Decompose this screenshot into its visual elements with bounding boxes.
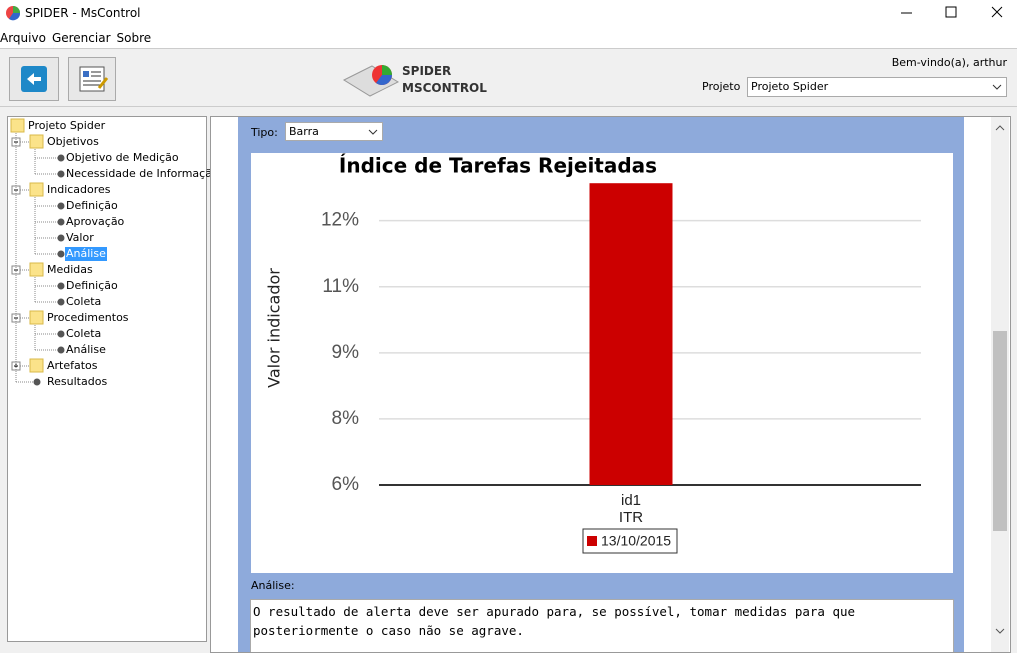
leaf-icon [57,154,65,162]
tree-item[interactable]: Resultados [47,375,108,388]
x-tick-label: ITR [619,509,643,526]
tree-item[interactable]: Definição [66,279,118,292]
tree-lines [10,118,65,386]
y-tick-label: 9% [332,342,360,363]
leaf-icon [57,330,65,338]
leaf-icon [33,378,41,386]
folder-icon [29,134,44,149]
app-icon [6,6,21,21]
bar [589,183,673,486]
logo-text: SPIDER [402,64,452,78]
x-tick-label: id1 [621,492,641,509]
welcome-text: Bem-vindo(a), arthur [891,56,1007,69]
leaf-icon [57,346,65,354]
folder-icon [29,358,44,373]
tree-item[interactable]: Artefatos [47,359,98,372]
y-tick-label: 6% [332,474,360,495]
folder-icon [29,182,44,197]
tree-item[interactable]: Análise [65,247,107,261]
folder-icon [29,262,44,277]
chart-container: Índice de Tarefas Rejeitadas Valor indic… [251,153,953,573]
tree-item[interactable]: Necessidade de Informação [66,167,219,180]
report-button[interactable] [68,57,116,101]
folder-icon [29,310,44,325]
menu-item[interactable]: Sobre [116,31,152,45]
tree-item[interactable]: Objetivo de Medição [66,151,179,164]
logo-icon [342,65,400,97]
analysis-text[interactable]: O resultado de alerta deve ser apurado p… [250,599,954,652]
project-value: Projeto Spider [751,80,829,93]
leaf-icon [57,250,65,258]
tree-panel: Projeto Spider Objetivos Objetivo de Mediç… [7,116,219,642]
leaf-icon [57,170,65,178]
menu-item[interactable]: Arquivo [0,31,46,45]
tipo-select[interactable]: Barra [285,122,383,141]
tree-item[interactable]: Aprovação [66,215,125,228]
toolbar: SPIDER MSCONTROL Bem-vindo(a), arthur Pr… [0,50,1017,107]
tree-item[interactable]: Coleta [66,295,102,308]
window-title: SPIDER - MsControl [25,6,141,20]
legend-swatch [587,536,597,546]
analysis-label: Análise: [251,579,295,592]
menu-item[interactable]: Gerenciar [51,31,111,45]
y-tick-label: 11% [322,276,359,297]
y-tick-label: 8% [332,408,360,429]
leaf-icon [57,234,65,242]
tipo-value: Barra [289,125,319,138]
legend-label: 13/10/2015 [601,533,671,549]
back-button[interactable] [9,57,59,101]
leaf-icon [57,218,65,226]
tree-item[interactable]: Objetivos [47,135,99,148]
chart-title: Índice de Tarefas Rejeitadas [339,154,657,178]
tree-item[interactable]: Procedimentos [47,311,129,324]
legend-box [582,528,678,554]
leaf-icon [57,202,65,210]
tipo-label: Tipo: [251,126,278,139]
leaf-icon [57,298,65,306]
scrollbar[interactable] [991,117,1009,652]
tree-item[interactable]: Indicadores [47,183,111,196]
leaf-icon [57,282,65,290]
project-select[interactable]: Projeto Spider [747,77,1007,97]
tree-item[interactable]: Projeto Spider [28,119,106,132]
tree-item[interactable]: Definição [66,199,118,212]
y-axis-label: Valor indicador [265,268,284,388]
tree-item[interactable]: Medidas [47,263,93,276]
content-panel: Tipo: Barra Índice de Tarefas Rejeitadas… [210,116,1011,653]
y-tick-label: 12% [321,210,359,231]
menu-items: Arquivo Gerenciar Sobre [0,31,157,45]
window-controls[interactable] [890,0,1017,28]
tree-item[interactable]: Coleta [66,327,102,340]
menu-bar: Arquivo Gerenciar Sobre [0,28,1017,49]
title-bar: SPIDER - MsControl [0,0,1017,28]
logo-text: MSCONTROL [402,81,487,95]
chart: Índice de Tarefas Rejeitadas Valor indic… [265,154,921,554]
tree-item[interactable]: Análise [66,343,106,356]
tree-item[interactable]: Valor [66,231,94,244]
project-label: Projeto [702,80,741,93]
folder-icon [10,118,25,133]
